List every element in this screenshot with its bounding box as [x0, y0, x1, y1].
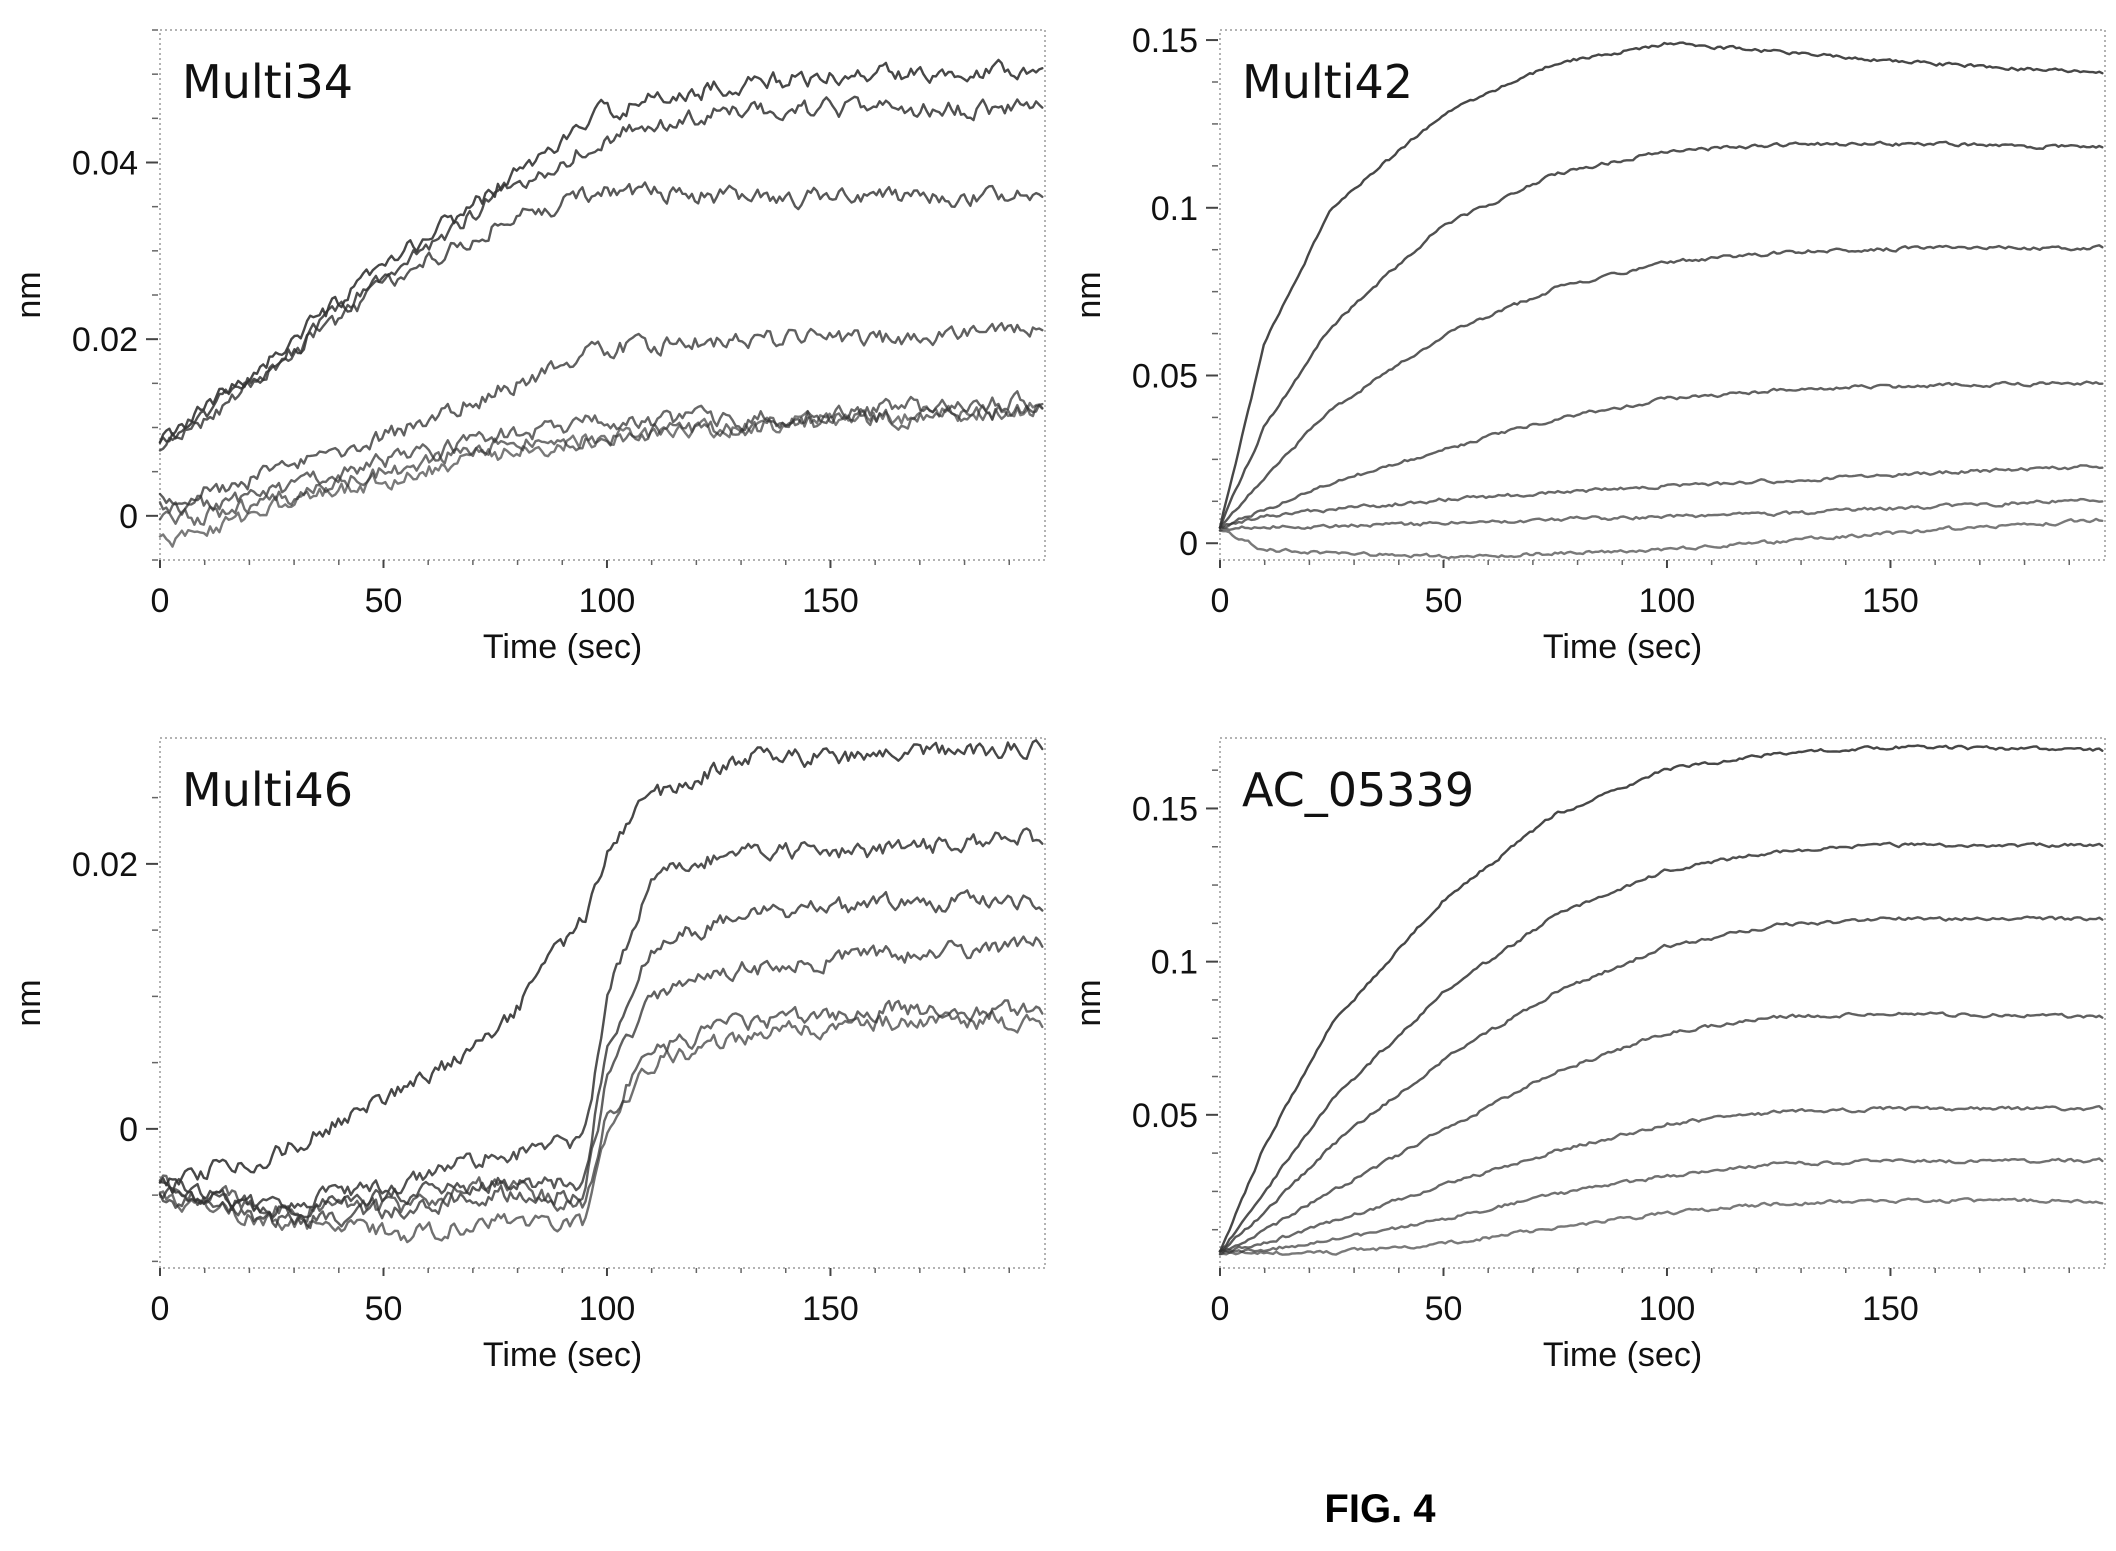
- figure-caption: FIG. 4: [1324, 1487, 1436, 1531]
- chart-panel: 0 50 100 150 0 0.02 Time (sec) nm Multi46: [10, 737, 1046, 1374]
- x-tick-label: 50: [365, 582, 403, 620]
- series-line: [158, 390, 1044, 516]
- x-axis-title: Time (sec): [1543, 628, 1702, 666]
- series-line: [1218, 1011, 2104, 1254]
- plot-frame: [1219, 737, 2106, 1269]
- series-line: [158, 181, 1044, 452]
- x-tick-label: 100: [1639, 582, 1696, 620]
- y-axis-title: nm: [1070, 979, 1108, 1026]
- y-tick-label: 0.05: [1132, 358, 1198, 396]
- x-tick-label: 150: [802, 1290, 859, 1328]
- series-line: [158, 403, 1044, 526]
- x-tick-label: 100: [1639, 1290, 1696, 1328]
- series-line: [158, 95, 1044, 444]
- series-line: [1218, 1104, 2104, 1253]
- panel-title: AC_05339: [1242, 763, 1474, 817]
- chart-panel: 0 50 100 150 0 0.02 0.04 Time (sec) nm Multi34: [10, 29, 1046, 666]
- series-line: [1218, 41, 2104, 530]
- series-line: [1218, 464, 2104, 529]
- x-tick-label: 50: [365, 1290, 403, 1328]
- series-line: [1218, 497, 2104, 532]
- series-line: [1218, 841, 2104, 1253]
- x-tick-label: 100: [579, 1290, 636, 1328]
- y-tick-label: 0.15: [1132, 22, 1198, 60]
- y-tick-label: 0.15: [1132, 790, 1198, 828]
- series-line: [1218, 140, 2104, 529]
- series-line: [1218, 517, 2104, 560]
- x-tick-label: 0: [151, 1290, 170, 1328]
- x-axis-title: Time (sec): [483, 1336, 642, 1374]
- y-tick-label: 0.02: [72, 846, 138, 884]
- plot-frame: [159, 737, 1046, 1269]
- plot-frame: [159, 29, 1046, 561]
- chart-panel: 0 50 100 150 0 0.05 0.1 0.15 Time (sec) nm Multi42: [1070, 22, 2106, 666]
- y-tick-label: 0: [1179, 525, 1198, 563]
- panel-title: Multi42: [1242, 55, 1413, 109]
- panels: 0 50 100 150 0 0.02 0.04 Time (sec) nm Multi34 0 50…: [10, 22, 2106, 1374]
- series-line: [158, 58, 1044, 444]
- y-tick-label: 0.04: [72, 145, 138, 183]
- plot-frame: [1219, 29, 2106, 561]
- series-line: [158, 401, 1044, 548]
- y-tick-label: 0.1: [1151, 944, 1198, 982]
- series-line: [158, 889, 1044, 1220]
- x-tick-label: 50: [1425, 1290, 1463, 1328]
- x-axis-title: Time (sec): [483, 628, 642, 666]
- x-tick-label: 100: [579, 582, 636, 620]
- panel-title: Multi46: [182, 763, 353, 817]
- series-line: [158, 999, 1044, 1223]
- x-tick-label: 0: [1211, 1290, 1230, 1328]
- series-line: [158, 827, 1044, 1211]
- x-tick-label: 150: [802, 582, 859, 620]
- x-tick-label: 150: [1862, 1290, 1919, 1328]
- series-line: [158, 322, 1044, 506]
- series-line: [1218, 1157, 2104, 1256]
- series-line: [1218, 744, 2104, 1253]
- y-axis-title: nm: [10, 979, 48, 1026]
- y-tick-label: 0.1: [1151, 190, 1198, 228]
- series-line: [1218, 380, 2104, 529]
- series-line: [1218, 915, 2104, 1253]
- y-axis-title: nm: [1070, 271, 1108, 318]
- y-tick-label: 0: [119, 1111, 138, 1149]
- series-line: [158, 739, 1044, 1187]
- x-tick-label: 0: [1211, 582, 1230, 620]
- series-line: [158, 1010, 1044, 1244]
- y-axis-title: nm: [10, 271, 48, 318]
- chart-panel: 0 50 100 150 0.05 0.1 0.15 Time (sec) nm AC_05339: [1070, 737, 2106, 1374]
- y-tick-label: 0.05: [1132, 1097, 1198, 1135]
- series-line: [1218, 244, 2104, 529]
- y-tick-label: 0.02: [72, 321, 138, 359]
- x-tick-label: 0: [151, 582, 170, 620]
- panel-title: Multi34: [182, 55, 353, 109]
- y-tick-label: 0: [119, 498, 138, 536]
- series-line: [1218, 1197, 2104, 1256]
- x-tick-label: 150: [1862, 582, 1919, 620]
- x-axis-title: Time (sec): [1543, 1336, 1702, 1374]
- x-tick-label: 50: [1425, 582, 1463, 620]
